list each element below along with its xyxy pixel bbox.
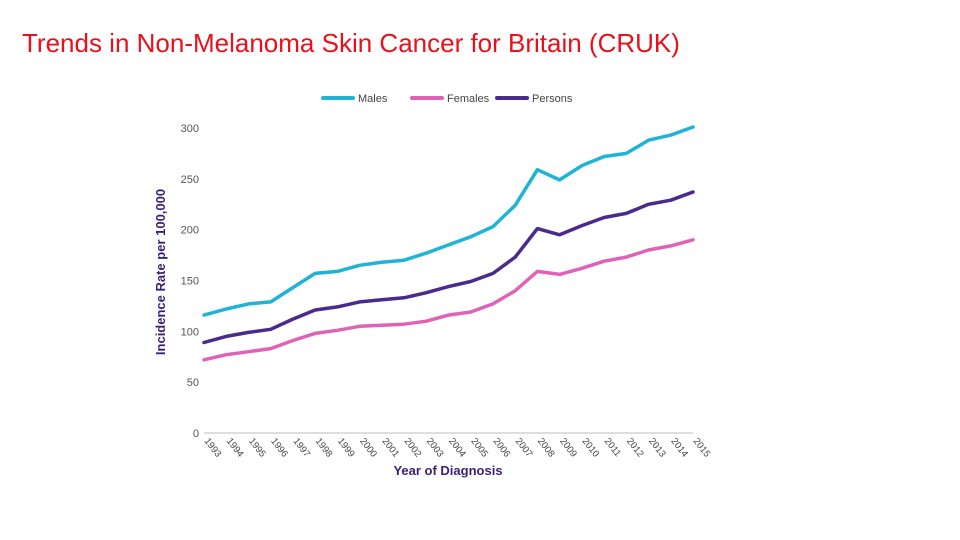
x-tick-label: 2000 (357, 436, 379, 459)
x-tick-label: 2004 (446, 436, 468, 459)
legend-label-males: Males (358, 93, 388, 105)
y-axis: 0 50 100 150 200 250 300 (181, 123, 199, 440)
x-tick-label: 1996 (268, 436, 290, 459)
series-line-persons (202, 190, 695, 345)
x-tick-label: 2006 (491, 436, 513, 459)
y-tick-label: 250 (181, 174, 199, 186)
x-tick-label: 2013 (646, 436, 668, 459)
legend-label-persons: Persons (532, 93, 573, 105)
x-axis: 1993 1994 1995 1996 1997 1998 1999 2000 2001 2002… (202, 432, 713, 460)
x-tick-label: 1994 (224, 436, 246, 459)
y-tick-label: 300 (181, 123, 199, 135)
y-tick-label: 0 (193, 428, 199, 440)
x-tick-label: 2005 (468, 436, 490, 459)
series-line-males (202, 125, 695, 317)
series-lines (202, 125, 695, 362)
x-tick-label: 1997 (291, 436, 313, 459)
x-axis-title: Year of Diagnosis (393, 463, 502, 478)
x-tick-label: 1995 (246, 436, 268, 459)
x-tick-label: 2011 (602, 436, 623, 459)
x-tick-label: 1999 (335, 436, 357, 459)
x-tick-label: 2009 (557, 436, 579, 459)
x-tick-label: 2015 (691, 436, 713, 459)
x-tick-label: 2012 (624, 436, 646, 459)
y-tick-label: 100 (181, 326, 199, 338)
x-tick-label: 1998 (313, 436, 335, 459)
x-tick-label: 2001 (379, 436, 401, 459)
y-axis-title: Incidence Rate per 100,000 (153, 189, 168, 355)
slide-title: Trends in Non-Melanoma Skin Cancer for B… (22, 28, 680, 58)
y-tick-label: 150 (181, 276, 199, 288)
x-tick-label: 2008 (535, 436, 557, 459)
legend-label-females: Females (447, 93, 490, 105)
x-tick-label: 2014 (668, 436, 690, 459)
x-tick-label: 2003 (424, 436, 446, 459)
series-line-females (202, 238, 695, 362)
x-tick-label: 2010 (579, 436, 601, 459)
y-tick-label: 200 (181, 225, 199, 237)
y-tick-label: 50 (187, 377, 199, 389)
x-tick-label: 2007 (513, 436, 535, 459)
x-tick-label: 2002 (402, 436, 424, 459)
x-tick-label: 1993 (202, 436, 224, 459)
chart-legend: Males Females Persons (321, 93, 573, 105)
